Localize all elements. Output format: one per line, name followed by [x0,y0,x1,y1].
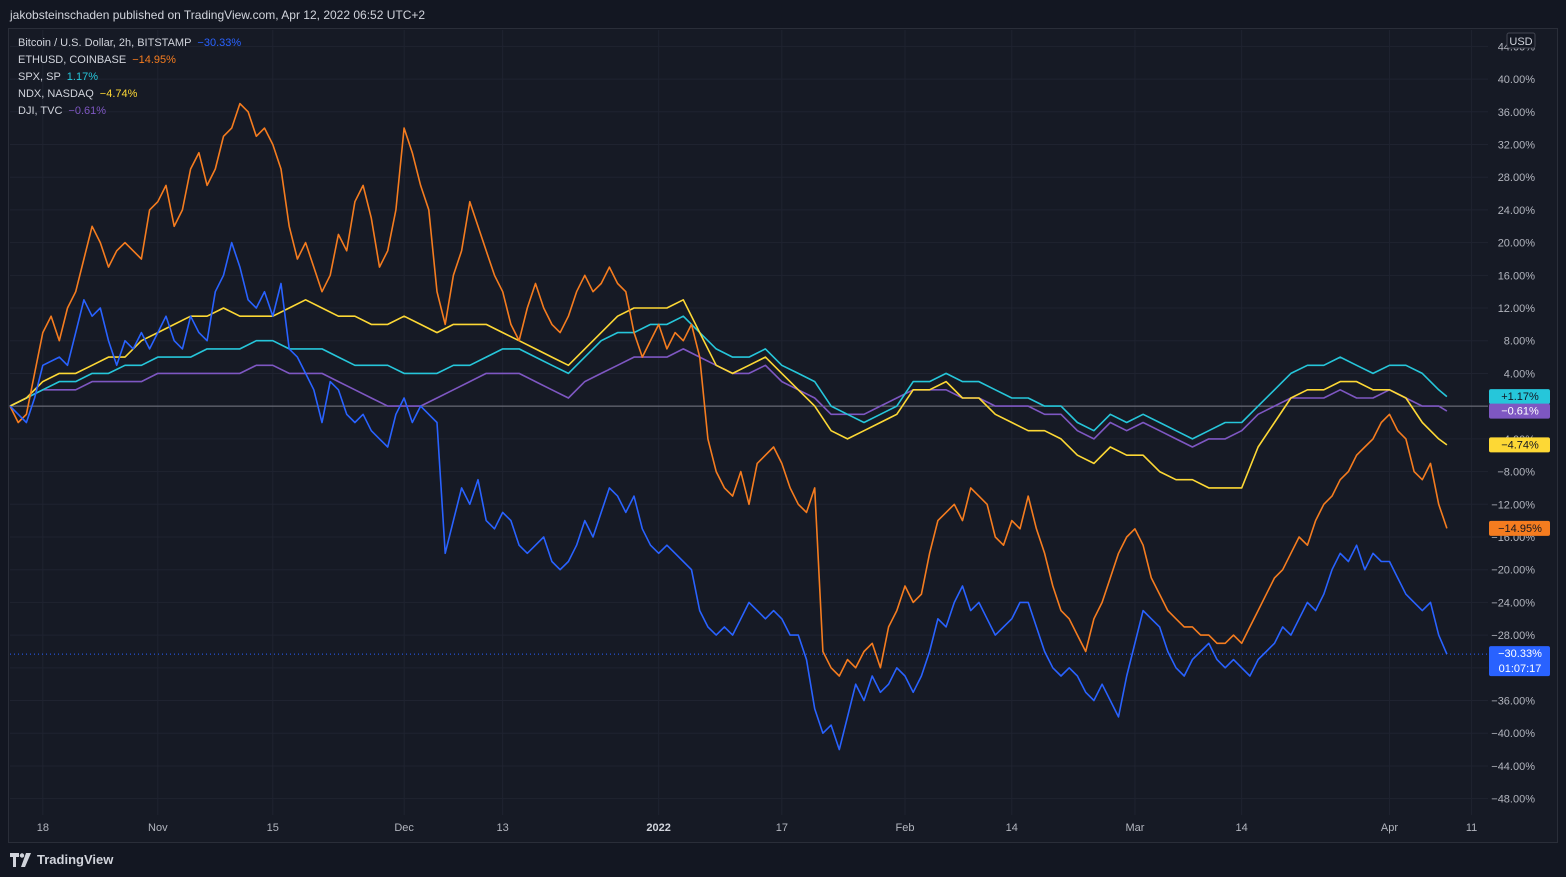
price-tag-bg [1489,389,1550,405]
y-tick-label: 16.00% [1498,270,1536,282]
legend-series-name: Bitcoin / U.S. Dollar, 2h, BITSTAMP [18,37,192,49]
y-tick-label: −12.00% [1491,499,1535,511]
x-tick-label: 2022 [646,822,670,834]
x-tick-label: Feb [896,822,915,834]
footer-bar: TradingView [0,843,1566,877]
legend-series-change: −0.61% [68,105,107,117]
series-line-0 [9,241,1448,751]
series-line-4 [9,348,1448,448]
x-tick-label: 14 [1236,822,1248,834]
x-tick-label: 17 [776,822,788,834]
x-tick-label: Dec [394,822,414,834]
price-tag-countdown: 01:07:17 [1499,663,1542,675]
price-tag-bg [1489,646,1550,677]
legend-series-name: SPX, SP [18,71,61,83]
price-tag-label: +1.17% [1501,391,1539,403]
series-legend: Bitcoin / U.S. Dollar, 2h, BITSTAMP −30.3… [18,35,241,120]
price-tag-label: −0.61% [1501,406,1539,418]
y-tick-label: −8.00% [1497,467,1535,479]
legend-row[interactable]: SPX, SP 1.17% [18,69,241,86]
y-tick-label: 4.00% [1504,368,1535,380]
series-line-1 [9,102,1448,677]
price-tag-label: −30.33% [1498,648,1542,660]
series-line-2 [9,315,1448,440]
tradingview-logo[interactable]: TradingView [10,852,113,867]
y-tick-label: −28.00% [1491,630,1535,642]
y-tick-label: 28.00% [1498,172,1536,184]
series-line-3 [9,299,1448,489]
unit-box [1506,32,1536,49]
chart-canvas[interactable]: 44.00%40.00%36.00%32.00%28.00%24.00%20.0… [0,0,1566,843]
legend-series-name: NDX, NASDAQ [18,88,94,100]
price-tag-label: −4.74% [1501,439,1539,451]
legend-series-change: 1.17% [66,71,98,83]
publish-header: jakobsteinschaden published on TradingVi… [0,0,1566,28]
legend-series-change: −30.33% [197,37,242,49]
legend-series-change: −14.95% [132,54,176,66]
legend-row[interactable]: NDX, NASDAQ −4.74% [18,86,241,103]
y-tick-label: −40.00% [1491,728,1535,740]
y-tick-label: 40.00% [1498,74,1536,86]
y-tick-label: 8.00% [1504,336,1535,348]
y-tick-label: −48.00% [1491,794,1535,806]
x-tick-label: 18 [37,822,49,834]
legend-row[interactable]: DJI, TVC −0.61% [18,103,241,120]
y-tick-label: 32.00% [1498,139,1536,151]
legend-series-name: ETHUSD, COINBASE [18,54,127,66]
y-tick-label: 24.00% [1498,205,1536,217]
x-tick-label: Apr [1381,822,1398,834]
x-tick-label: 13 [497,822,509,834]
tradingview-logo-icon [10,852,31,867]
y-tick-label: 20.00% [1498,238,1536,250]
legend-row[interactable]: Bitcoin / U.S. Dollar, 2h, BITSTAMP −30.3… [18,35,241,52]
y-tick-label: 12.00% [1498,303,1536,315]
legend-series-change: −4.74% [99,88,138,100]
y-tick-label: −24.00% [1491,597,1535,609]
x-tick-label: Nov [148,822,168,834]
x-tick-label: Mar [1125,822,1144,834]
legend-series-name: DJI, TVC [18,105,63,117]
legend-row[interactable]: ETHUSD, COINBASE −14.95% [18,52,241,69]
y-tick-label: −36.00% [1491,696,1535,708]
y-tick-label: −20.00% [1491,565,1535,577]
x-tick-label: 11 [1466,822,1477,834]
chart-frame [8,28,1558,843]
publisher-text: jakobsteinschaden published on TradingVi… [10,8,426,22]
price-tag-bg [1489,520,1550,536]
price-tag-label: −14.95% [1498,523,1542,535]
unit-label: USD [1509,36,1532,48]
x-tick-label: 15 [267,822,279,834]
x-tick-label: 14 [1006,822,1018,834]
price-tag-bg [1489,403,1550,419]
tradingview-logo-text: TradingView [37,852,114,867]
price-tag-bg [1489,437,1550,453]
y-tick-label: 36.00% [1498,107,1536,119]
y-tick-label: −44.00% [1491,761,1535,773]
